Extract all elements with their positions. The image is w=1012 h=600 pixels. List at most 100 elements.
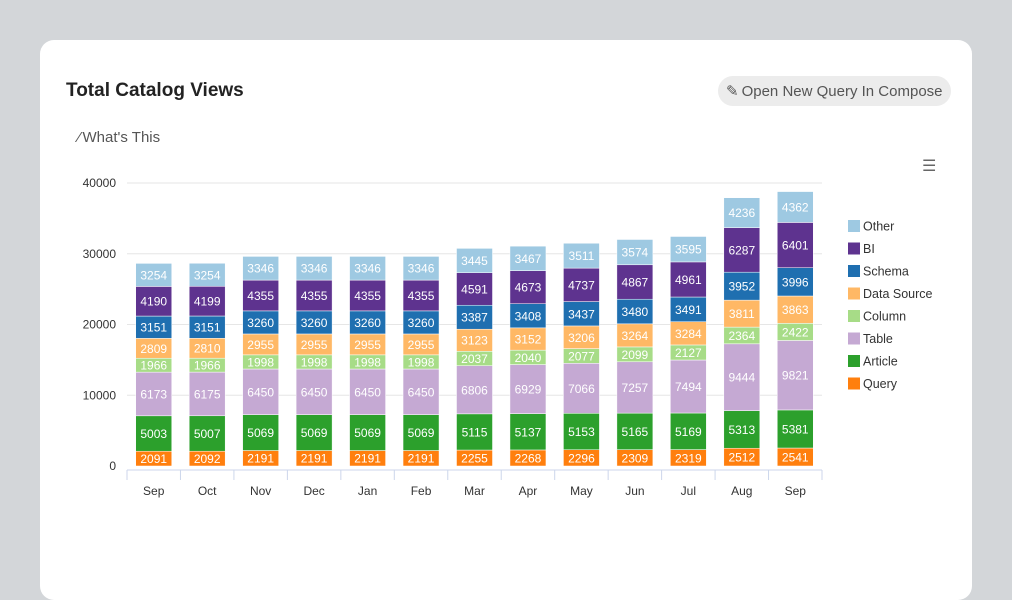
data-label: 3480 [622,305,649,319]
data-label: 6806 [461,383,488,397]
data-label: 4355 [247,289,274,303]
legend-item: Other [863,220,894,234]
hamburger-menu-icon[interactable]: ☰ [922,158,937,175]
data-label: 5003 [140,427,167,441]
bar-segment-other [295,256,333,281]
data-label: 1998 [354,355,381,369]
bar-segment-article [670,412,707,450]
bar-segment-article [509,413,547,451]
data-label: 6173 [140,387,167,401]
data-label: 2037 [461,352,488,366]
data-label: 6450 [354,385,381,399]
bar-segment-table [777,340,814,411]
data-label: 3491 [675,303,702,317]
whats-this-label: What's This [82,129,161,146]
bar-segment-bi [456,272,493,306]
legend-item: Schema [863,265,909,279]
bar-segment-bi [723,227,761,273]
data-label: 2319 [675,451,702,465]
data-label: 2191 [408,452,435,466]
bar-segment-table [242,368,279,415]
data-label: 3863 [782,303,809,317]
bar-segment-table [670,359,707,414]
bar-segment-other [509,245,547,271]
bar-segment-schema [616,298,654,325]
legend-swatch [848,265,860,277]
data-label: 6450 [247,385,274,399]
data-label: 2541 [782,451,809,465]
x-tick-label: Jun [625,484,644,498]
data-label: 3511 [569,249,595,263]
x-tick-label: Sep [143,484,165,498]
bar-segment-article [295,414,333,451]
data-label: 3437 [568,307,595,321]
bar-segment-table [616,361,654,414]
data-label: 3152 [515,333,542,347]
data-label: 2296 [568,451,595,465]
open-in-compose-button[interactable]: ✎ Open New Query In Compose [718,76,951,106]
data-label: 3574 [622,246,649,260]
data-label: 3260 [301,316,328,330]
data-label: 4355 [354,289,381,303]
bar-segment-other [402,256,440,281]
bar-segment-bi [509,270,547,304]
legend-swatch [848,310,860,322]
data-label: 5115 [462,425,488,439]
data-label: 4867 [622,275,649,289]
bar-segment-article [777,409,814,449]
bar-segment-schema [670,296,707,322]
x-tick-label: Feb [411,484,432,498]
bar-segment-data-source [723,299,761,328]
bar-segment-table [402,368,440,415]
data-label: 1998 [301,355,328,369]
y-tick-label: 40000 [83,176,117,190]
bar-segment-bi [402,279,440,312]
data-label: 2255 [461,452,488,466]
data-label: 3811 [729,307,755,321]
bar-segment-article [349,414,386,451]
data-label: 5313 [728,423,755,437]
data-label: 6450 [408,385,435,399]
data-label: 4673 [515,281,542,295]
bar-segment-table [188,371,226,417]
data-label: 2077 [568,349,595,363]
data-label: 7494 [675,380,702,394]
legend-item: Column [863,310,906,324]
data-label: 5069 [301,426,328,440]
data-label: 5137 [515,425,542,439]
data-label: 2955 [247,338,274,352]
data-label: 6929 [515,383,542,397]
bar-segment-article [188,415,226,452]
x-tick-label: Mar [464,484,485,498]
stacked-bar-chart: 0 10000 20000 30000 40000 Sep 2091 5003 6173 1966… [83,176,933,498]
legend-swatch [848,287,860,300]
data-label: 4355 [301,289,328,303]
data-label: 3346 [408,262,435,276]
data-label: 2955 [301,338,328,352]
edit-icon: ✎ [726,83,739,100]
data-label: 7257 [622,381,649,395]
data-label: 5169 [675,425,702,439]
data-label: 2512 [728,451,755,465]
x-tick-label: Dec [303,484,324,498]
data-label: 3346 [354,262,381,276]
data-label: 2364 [728,329,755,343]
y-tick-label: 0 [109,459,116,473]
data-label: 2955 [408,338,435,352]
legend-swatch [848,242,860,255]
data-label: 6175 [194,387,221,401]
legend-item: Query [863,377,898,391]
bar-segment-article [456,413,493,451]
whats-this-link[interactable]: ⁄ What's This [78,129,160,146]
y-tick-label: 20000 [83,318,117,332]
data-label: 3346 [301,262,328,276]
bar-segment-other [456,248,493,274]
x-tick-label: Jan [358,484,377,498]
data-label: 5153 [568,425,595,439]
bar-segment-bi [670,261,707,298]
data-label: 2040 [515,351,542,365]
data-label: 6287 [728,243,755,257]
data-label: 5007 [194,427,221,441]
page-title: Total Catalog Views [66,80,244,101]
x-tick-label: Aug [731,484,752,498]
